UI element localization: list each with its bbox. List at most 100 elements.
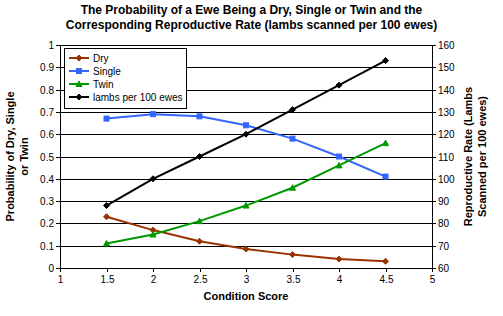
- y2-tick: [432, 246, 436, 247]
- background: [0, 0, 503, 316]
- marker: [383, 258, 389, 264]
- marker: [290, 107, 296, 113]
- x-tick: [432, 268, 433, 272]
- marker: [104, 214, 110, 220]
- x-tick-label: 4: [337, 274, 343, 285]
- marker: [197, 114, 202, 119]
- y2-axis: [432, 45, 433, 268]
- y-tick: [56, 134, 60, 135]
- y2-tick-label: 110: [438, 152, 454, 163]
- marker: [104, 203, 110, 209]
- x-tick-label: 5: [430, 274, 436, 285]
- x-tick-label: 1: [58, 274, 64, 285]
- title: The Probability of a Ewe Being a Dry, Si…: [81, 3, 423, 17]
- y2-tick: [432, 179, 436, 180]
- marker: [290, 252, 296, 258]
- x-tick-label: 3: [244, 274, 250, 285]
- y-tick-label: 0.5: [40, 152, 54, 163]
- series-line: [107, 217, 386, 262]
- marker: [336, 256, 342, 262]
- y2-tick-label: 140: [438, 85, 455, 96]
- legend-label: Dry: [93, 53, 109, 64]
- grid-line: [60, 157, 432, 158]
- y2-tick: [432, 90, 436, 91]
- y-tick: [56, 179, 60, 180]
- legend-label: lambs per 100 ewes: [93, 92, 183, 103]
- grid-line: [60, 45, 432, 46]
- marker: [243, 131, 249, 137]
- marker: [151, 112, 156, 117]
- y-tick-label: 0.8: [40, 85, 54, 96]
- y-tick-label: 1: [48, 40, 54, 51]
- legend-marker: [76, 94, 82, 100]
- x-tick-label: 3.5: [287, 274, 301, 285]
- y2-tick-label: 100: [438, 174, 455, 185]
- y2-tick: [432, 157, 436, 158]
- legend-box: [65, 49, 187, 109]
- legend-marker: [76, 55, 82, 61]
- y-tick: [56, 90, 60, 91]
- x-tick: [200, 268, 201, 272]
- x-tick: [339, 268, 340, 272]
- marker: [383, 174, 388, 179]
- y-tick-label: 0.3: [40, 196, 54, 207]
- y2-tick: [432, 223, 436, 224]
- y-tick: [56, 268, 60, 269]
- marker: [383, 140, 389, 146]
- y2-tick: [432, 134, 436, 135]
- x-tick-label: 1.5: [101, 274, 115, 285]
- chart: The Probability of a Ewe Being a Dry, Si…: [0, 0, 503, 316]
- legend-label: Single: [93, 66, 121, 77]
- marker: [150, 176, 156, 182]
- series-line: [107, 143, 386, 243]
- y2-axis-label: Reproductive Rate (Lambs: [462, 87, 474, 226]
- y-tick-label: 0.7: [40, 107, 54, 118]
- legend: DrySingleTwinlambs per 100 ewes: [65, 49, 187, 109]
- marker: [336, 162, 342, 168]
- marker: [104, 240, 110, 246]
- marker: [197, 238, 203, 244]
- title: Corresponding Reproductive Rate (lambs s…: [66, 18, 437, 32]
- x-tick: [153, 268, 154, 272]
- y-tick: [56, 223, 60, 224]
- y-tick: [56, 157, 60, 158]
- y-tick-label: 0.2: [40, 218, 54, 229]
- y2-tick-label: 80: [438, 218, 450, 229]
- y2-axis-label: Scanned per 100 ewes): [476, 96, 488, 217]
- marker: [244, 123, 249, 128]
- y-tick-label: 0.9: [40, 62, 54, 73]
- marker: [243, 203, 249, 209]
- x-tick: [246, 268, 247, 272]
- y2-tick-label: 60: [438, 263, 450, 274]
- y2-tick-label: 130: [438, 107, 455, 118]
- marker: [197, 154, 203, 160]
- y2-tick-label: 70: [438, 241, 450, 252]
- y-tick: [56, 112, 60, 113]
- grid-line: [60, 223, 432, 224]
- marker: [336, 82, 342, 88]
- marker: [197, 218, 203, 224]
- y-tick: [56, 201, 60, 202]
- x-tick-label: 4.5: [380, 274, 394, 285]
- y2-tick: [432, 67, 436, 68]
- y-tick-label: 0: [48, 263, 54, 274]
- y2-tick-label: 90: [438, 196, 450, 207]
- y-axis-label: Probability of Dry, Single: [4, 92, 16, 222]
- x-tick: [293, 268, 294, 272]
- marker: [104, 116, 109, 121]
- y-axis: [60, 45, 61, 268]
- series-line: [107, 114, 386, 176]
- y-tick: [56, 246, 60, 247]
- y-tick-label: 0.1: [40, 241, 54, 252]
- marker: [290, 136, 295, 141]
- y-tick: [56, 45, 60, 46]
- y-tick-label: 0.4: [40, 174, 54, 185]
- y2-tick-label: 120: [438, 129, 455, 140]
- marker: [150, 232, 156, 238]
- x-tick: [386, 268, 387, 272]
- marker: [243, 246, 249, 252]
- legend-marker: [76, 81, 82, 87]
- y2-tick-label: 150: [438, 62, 455, 73]
- y-axis-label: or Twin: [18, 137, 30, 176]
- y2-tick-label: 160: [438, 40, 455, 51]
